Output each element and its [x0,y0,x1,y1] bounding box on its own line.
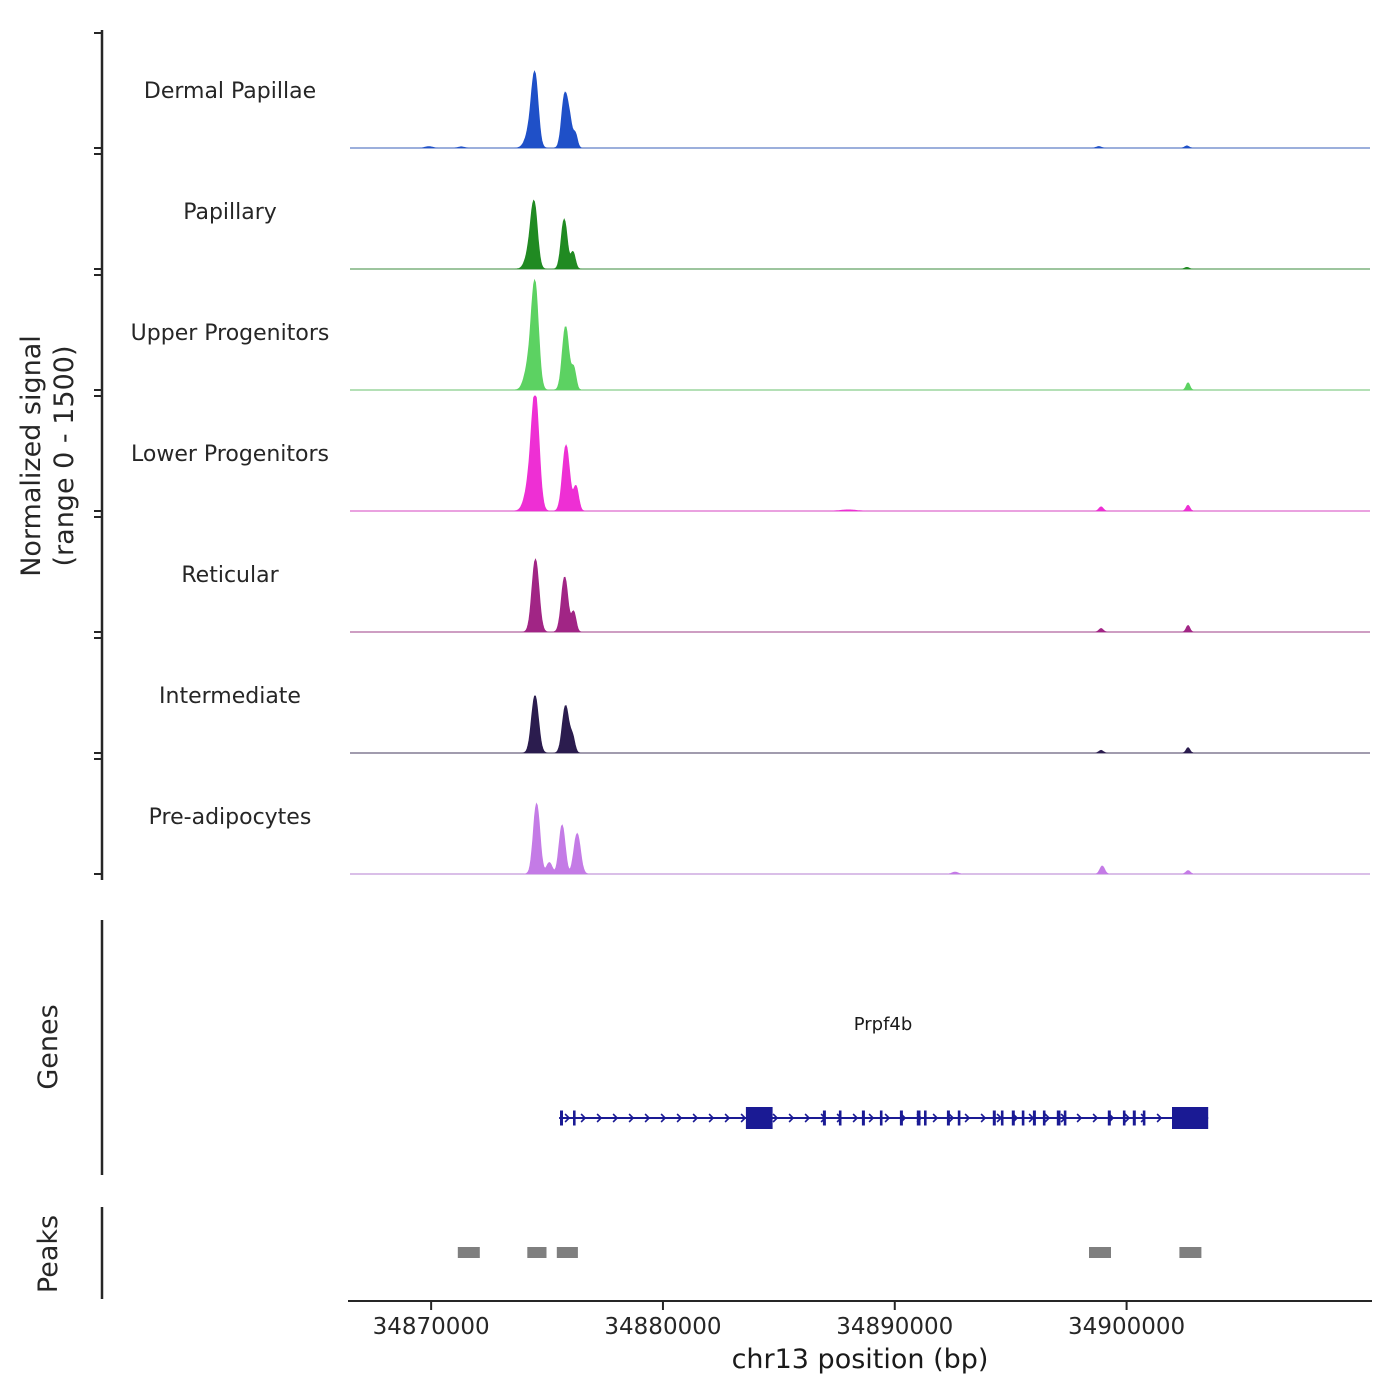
peak-interval [457,1247,480,1258]
gene-exon [957,1110,961,1126]
genes-section-label: Genes [33,1004,64,1089]
peak-interval [556,1247,578,1258]
peaks-section-label: Peaks [33,1215,64,1293]
peak-interval [527,1247,547,1258]
gene-strand-arrow-icon [1092,1113,1099,1123]
gene-exon [1000,1110,1004,1126]
gene-exon [1122,1110,1126,1126]
gene-strand-arrow-icon [1156,1113,1163,1123]
gene-strand-arrow-icon [1044,1113,1051,1123]
gene-strand-arrow-icon [772,1113,779,1123]
gene-exon [861,1110,865,1126]
gene-strand-arrow-icon [564,1113,571,1123]
track-label-6: Pre-adipocytes [149,805,312,830]
signal-area-3 [350,395,1370,512]
gene-strand-arrow-icon [660,1113,667,1123]
gene-strand-arrow-icon [852,1113,859,1123]
signal-tracks-group: Dermal Papillae Papillary Upper Progenitor… [131,70,1370,875]
gene-exon [899,1110,903,1126]
signal-area-4 [350,558,1370,633]
gene-exon [1042,1110,1046,1126]
gene-strand-arrow-icon [644,1113,651,1123]
gene-strand-arrow-icon [1124,1113,1131,1123]
gene-strand-arrow-icon [740,1113,747,1123]
track-label-0: Dermal Papillae [144,79,316,104]
gene-strand-arrow-icon [612,1113,619,1123]
gene-exon [1132,1110,1136,1126]
gene-strand-arrow-icon [868,1113,875,1123]
gene-exon [1142,1110,1146,1126]
gene-strand-arrow-icon [724,1113,731,1123]
gene-exon [822,1110,826,1126]
x-axis-tick-label: 34880000 [604,1314,721,1340]
y-axis-label-line1: Normalized signal [16,335,47,577]
track-label-4: Reticular [181,563,279,588]
x-axis-tick-label: 34870000 [373,1314,490,1340]
y-axis-label-line2: (range 0 - 1500) [49,346,80,567]
gene-strand-arrow-icon [708,1113,715,1123]
gene-exon [879,1110,883,1126]
gene-track-group [100,920,1209,1175]
gene-exon [1107,1110,1111,1126]
axes-group: 34870000 34880000 34890000 34900000 [94,30,1372,1340]
gene-strand-arrow-icon [964,1113,971,1123]
gene-strand-arrow-icon [676,1113,683,1123]
gene-strand-arrow-icon [596,1113,603,1123]
gene-exon [1056,1110,1061,1126]
x-axis-tick-label: 34890000 [836,1314,953,1340]
signal-area-0 [350,70,1370,149]
signal-area-5 [350,695,1370,754]
gene-strand-arrow-icon [980,1113,987,1123]
gene-exon [745,1107,773,1129]
gene-exon [573,1110,576,1126]
gene-exon [916,1110,921,1126]
gene-exon [924,1110,927,1126]
gene-exon [1011,1110,1015,1126]
signal-area-6 [350,802,1370,875]
gene-strand-arrow-icon [884,1113,891,1123]
peak-interval [1089,1247,1111,1258]
x-axis-title: chr13 position (bp) [732,1344,989,1375]
gene-strand-arrow-icon [788,1113,795,1123]
gene-strand-arrow-icon [692,1113,699,1123]
gene-name-label: Prpf4b [854,1014,913,1035]
gene-strand-arrow-icon [580,1113,587,1123]
gene-exon [946,1110,950,1126]
gene-strand-arrow-icon [932,1113,939,1123]
gene-strand-arrow-icon [1076,1113,1083,1123]
signal-area-2 [350,278,1370,391]
gene-strand-arrow-icon [628,1113,635,1123]
track-label-5: Intermediate [159,684,301,709]
track-label-2: Upper Progenitors [131,321,330,346]
x-axis-tick-label: 34900000 [1068,1314,1185,1340]
gene-exon [838,1110,842,1126]
gene-exon [1021,1110,1025,1126]
gene-strand-arrow-icon [804,1113,811,1123]
track-label-3: Lower Progenitors [131,442,329,467]
peak-track-group [100,1207,1202,1299]
gene-exon [1172,1107,1209,1129]
gene-strand-arrow-icon [948,1113,955,1123]
gene-exon [560,1110,563,1126]
gene-exon [992,1110,996,1126]
peak-interval [1179,1247,1202,1258]
gene-exon [1032,1110,1036,1126]
gene-exon [1063,1110,1067,1126]
signal-area-1 [350,199,1370,270]
track-label-1: Papillary [183,200,277,225]
